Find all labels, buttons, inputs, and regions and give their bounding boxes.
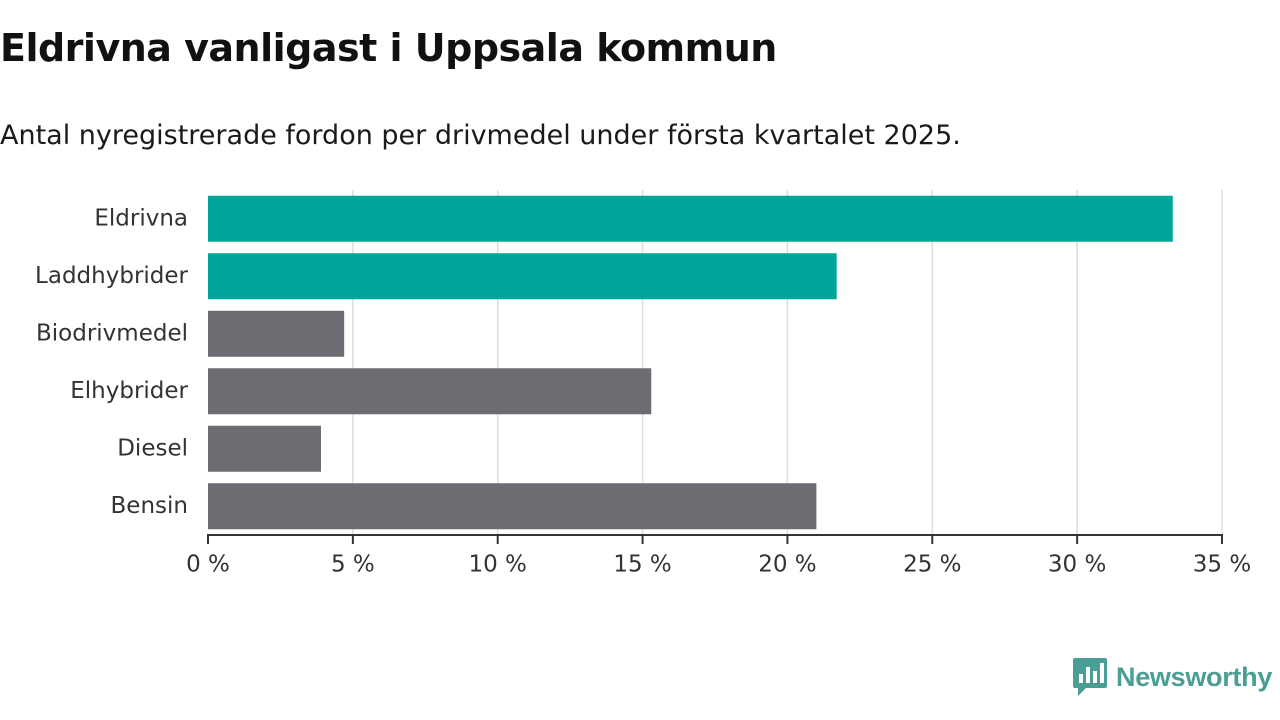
x-tick-label: 30 % (1048, 552, 1106, 578)
chart-subtitle: Antal nyregistrerade fordon per drivmede… (0, 120, 961, 151)
x-tick-label: 20 % (758, 552, 816, 578)
bar-diesel (208, 425, 321, 472)
brand-logo: Newsworthy (1072, 656, 1272, 698)
category-label: Bensin (111, 493, 188, 519)
x-tick-label: 5 % (331, 552, 375, 578)
bar-laddhybrider (208, 253, 837, 300)
bar-elhybrider (208, 368, 652, 415)
x-tick-label: 0 % (186, 552, 230, 578)
bar-chart: Eldrivna Laddhybrider Biodrivmedel Elhybrid… (35, 190, 1251, 578)
x-tick-label: 10 % (468, 552, 526, 578)
category-label: Elhybrider (70, 378, 188, 404)
chart-title: Eldrivna vanligast i Uppsala kommun (0, 26, 777, 70)
bar-eldrivna (208, 195, 1173, 242)
bar-biodrivmedel (208, 310, 345, 357)
category-label: Biodrivmedel (36, 320, 188, 346)
category-label: Laddhybrider (35, 263, 188, 289)
x-tick-label: 15 % (613, 552, 671, 578)
x-tick-label: 25 % (903, 552, 961, 578)
x-tick-label: 35 % (1193, 552, 1251, 578)
category-label: Eldrivna (94, 205, 188, 231)
bar-bensin (208, 483, 817, 530)
bar-chart-speech-bubble-icon (1073, 658, 1107, 696)
brand-name: Newsworthy (1116, 661, 1273, 692)
category-label: Diesel (117, 435, 188, 461)
